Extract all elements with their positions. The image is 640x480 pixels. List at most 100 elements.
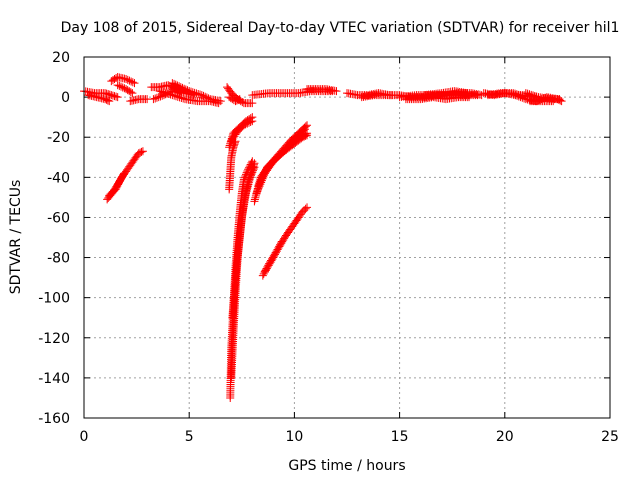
data-point [183,86,192,95]
data-point [197,91,206,100]
data-point [532,92,541,101]
data-point [269,253,278,262]
data-point [149,95,158,104]
data-point [170,79,179,88]
data-point [520,94,529,103]
data-point [511,91,520,100]
data-point [523,89,532,98]
data-point [175,93,184,102]
data-point [248,117,257,126]
data-point [231,130,240,139]
x-axis-label: GPS time / hours [288,458,405,474]
data-point [216,97,225,106]
data-point [230,138,239,147]
data-point [244,118,253,127]
data-point [178,83,187,92]
data-point [234,95,243,104]
y-tick-label: -80 [47,251,70,267]
data-point [181,85,190,94]
data-point [171,92,180,101]
data-point [103,96,112,105]
data-point [179,94,188,103]
data-point [185,87,194,96]
data-point [128,89,137,98]
data-point [521,89,530,98]
data-point [255,179,264,188]
data-point [473,91,482,100]
data-point [204,94,213,103]
data-point [557,97,566,106]
data-points [80,73,566,402]
data-point [276,240,285,249]
data-point [118,172,127,181]
data-point [202,93,211,102]
data-point [248,157,257,166]
data-point [241,120,250,129]
data-point [252,189,261,198]
data-point [122,75,131,84]
data-point [246,171,255,180]
data-point [529,91,538,100]
y-axis-label: SDTVAR / TECUs [8,180,24,295]
data-point [270,251,279,260]
x-tick-label: 15 [391,429,409,445]
x-tick-label: 0 [80,429,89,445]
data-point [525,90,534,99]
data-point [462,89,471,98]
x-tick-label: 10 [285,429,303,445]
data-point [155,87,164,96]
data-point [246,173,255,182]
data-point [231,137,240,146]
data-point [253,187,262,196]
data-point [168,79,177,88]
data-point [235,95,244,104]
data-point [137,147,146,156]
data-point [115,81,124,90]
data-point [117,174,126,183]
y-tick-label: -40 [47,170,70,186]
data-point [301,131,310,140]
data-point [164,89,173,98]
data-point [555,95,564,104]
data-point [170,91,179,100]
data-point [274,243,283,252]
data-point [196,90,205,99]
y-tick-label: 20 [52,50,70,66]
data-point [175,82,184,91]
y-tick-label: -140 [38,371,70,387]
data-point [138,147,147,156]
data-point [171,80,180,89]
data-point [162,89,171,98]
data-point [254,181,263,190]
data-point [114,178,123,187]
data-point [258,271,267,280]
data-point [516,93,525,102]
data-point [188,88,197,97]
chart-title: Day 108 of 2015, Sidereal Day-to-day VTE… [61,20,620,36]
data-point [246,117,255,126]
y-tick-label: 0 [61,90,70,106]
data-point [549,97,558,106]
data-point [271,248,280,257]
data-point [187,87,196,96]
data-point [249,164,258,173]
y-tick-label: -100 [38,291,70,307]
data-point [125,76,134,85]
data-point [277,237,286,246]
data-point [127,77,136,86]
data-point [113,93,122,102]
data-point [250,163,259,172]
data-point [303,203,312,212]
data-point [230,132,239,141]
data-point [177,93,186,102]
data-point [249,166,258,175]
data-point [273,245,282,254]
data-point [303,121,312,130]
data-point [248,168,257,177]
data-point [159,88,168,97]
data-point [201,92,210,101]
data-point [156,92,165,101]
data-point [114,180,123,189]
data-point [514,92,523,101]
data-point [152,93,161,102]
